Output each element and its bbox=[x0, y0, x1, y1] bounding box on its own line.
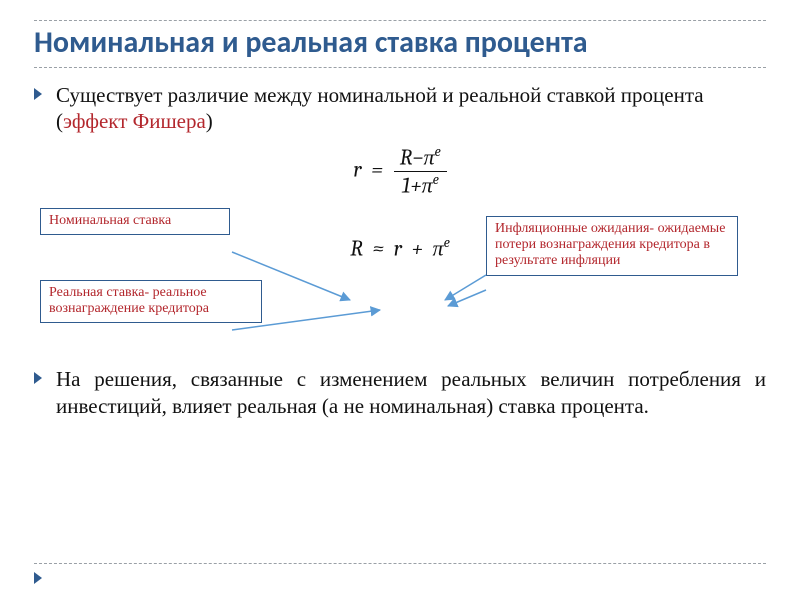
f1-num-a: R bbox=[400, 144, 413, 170]
slide: Номинальная и реальная ставка процента С… bbox=[0, 0, 800, 600]
bullet-icon bbox=[34, 372, 42, 384]
f1-fraction: R−πe 1+πe bbox=[394, 144, 447, 198]
f1-num-sup: e bbox=[434, 143, 440, 160]
corner-bullet-icon bbox=[34, 572, 42, 584]
intro-paragraph: Существует различие между номинальной и … bbox=[34, 82, 766, 135]
f1-num-b: π bbox=[423, 144, 434, 170]
bullet-icon bbox=[34, 88, 42, 100]
formula-exact: r = R−πe 1+πe bbox=[34, 144, 766, 198]
f2-c: π bbox=[433, 236, 444, 262]
intro-after: ) bbox=[206, 109, 213, 133]
f2-a: R bbox=[350, 236, 363, 262]
formula-approx: R ≈ r + πe bbox=[350, 234, 450, 261]
slide-title: Номинальная и реальная ставка процента bbox=[34, 25, 766, 63]
f2-b: r bbox=[394, 236, 402, 262]
f1-num-op: − bbox=[412, 144, 423, 170]
f2-sup: e bbox=[444, 234, 450, 251]
note-paragraph: На решения, связанные с изменением реаль… bbox=[34, 366, 766, 419]
callout-real: Реальная ставка- реальное вознаграждение… bbox=[40, 280, 262, 323]
divider-under-title bbox=[34, 67, 766, 68]
intro-highlight: эффект Фишера bbox=[63, 109, 206, 133]
f2-plus: + bbox=[412, 236, 423, 262]
f2-approx: ≈ bbox=[373, 236, 384, 262]
f1-den-sup: e bbox=[433, 171, 439, 188]
divider-top bbox=[34, 20, 766, 21]
divider-bottom bbox=[34, 563, 766, 564]
callout-inflation: Инфляционные ожидания- ожидаемые потери … bbox=[486, 216, 738, 275]
f1-lhs: r bbox=[353, 156, 361, 182]
f1-den-op: + bbox=[410, 172, 421, 198]
note-text: На решения, связанные с изменением реаль… bbox=[56, 367, 766, 417]
f1-den-b: π bbox=[422, 172, 433, 198]
callout-nominal: Номинальная ставка bbox=[40, 208, 230, 235]
f1-eq: = bbox=[371, 156, 383, 182]
annotation-diagram: R ≈ r + πe Номинальная ставка Реальная с… bbox=[34, 208, 766, 358]
